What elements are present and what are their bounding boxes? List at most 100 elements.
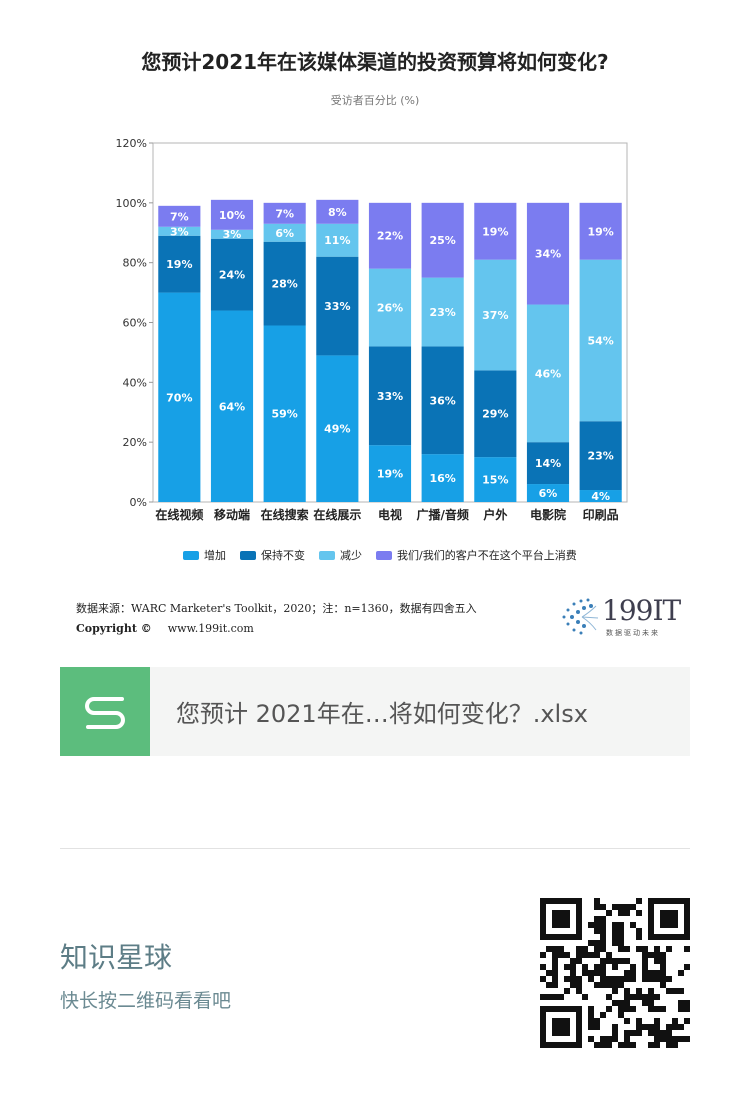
qr-module <box>540 952 546 958</box>
qr-module <box>618 1006 624 1012</box>
qr-module <box>624 904 630 910</box>
bar-data-label: 64% <box>219 400 245 413</box>
bar-segment <box>263 325 306 502</box>
qr-module <box>630 976 636 982</box>
bar-data-label: 33% <box>377 390 403 403</box>
legend-item-maintain: 保持不变 <box>240 547 305 563</box>
qr-module <box>648 970 654 976</box>
bar-data-label: 70% <box>166 391 192 404</box>
qr-module <box>624 958 630 964</box>
qr-module <box>642 1000 648 1006</box>
qr-module <box>612 922 618 928</box>
bar-data-label: 19% <box>377 468 403 481</box>
qr-module <box>642 970 648 976</box>
qr-module <box>570 964 576 970</box>
qr-module <box>540 994 546 1000</box>
qr-module <box>672 1024 678 1030</box>
qr-module <box>642 994 648 1000</box>
qr-module <box>630 1042 636 1048</box>
chart-subtitle: 受访者百分比 (%) <box>330 94 420 107</box>
qr-module <box>600 964 606 970</box>
qr-module <box>612 1030 618 1036</box>
qr-module <box>600 934 606 940</box>
bar-segment <box>474 259 517 371</box>
qr-module <box>576 946 582 952</box>
y-tick-label: 20% <box>123 436 147 449</box>
qr-module <box>552 982 558 988</box>
qr-module <box>630 922 636 928</box>
qr-module <box>642 1024 648 1030</box>
qr-module <box>648 988 654 994</box>
qr-module <box>642 952 648 958</box>
qr-module <box>660 1030 666 1036</box>
qr-module <box>588 922 594 928</box>
qr-code-icon[interactable] <box>540 898 690 1048</box>
bar-data-label: 49% <box>324 423 350 436</box>
qr-module <box>624 988 630 994</box>
x-category-label: 印刷品 <box>583 508 619 522</box>
qr-module <box>624 946 630 952</box>
qr-module <box>624 994 630 1000</box>
x-category-label: 电影院 <box>530 507 566 522</box>
bar-segment <box>158 235 201 293</box>
qr-module <box>654 1018 660 1024</box>
qr-module <box>648 1024 654 1030</box>
qr-module <box>564 964 570 970</box>
bar-data-label: 33% <box>324 300 350 313</box>
qr-module <box>600 916 606 922</box>
bar-data-label: 36% <box>429 394 455 407</box>
qr-module <box>654 1042 660 1048</box>
qr-module <box>618 946 624 952</box>
bar-data-label: 16% <box>429 472 455 485</box>
qr-module <box>546 994 552 1000</box>
qr-module <box>600 976 606 982</box>
qr-module <box>666 1036 672 1042</box>
qr-module <box>570 976 576 982</box>
qr-module <box>660 970 666 976</box>
qr-module <box>564 988 570 994</box>
qr-module <box>540 964 546 970</box>
qr-module <box>612 940 618 946</box>
qr-module <box>648 994 654 1000</box>
qr-module <box>648 952 654 958</box>
section-divider <box>60 848 690 849</box>
attachment-filename[interactable]: 您预计 2021年在…将如何变化？.xlsx <box>176 700 588 728</box>
qr-module <box>636 1018 642 1024</box>
qr-module <box>618 1042 624 1048</box>
qr-module <box>630 904 636 910</box>
qr-module <box>600 958 606 964</box>
qr-module <box>564 976 570 982</box>
qr-module <box>642 946 648 952</box>
bar-segment <box>526 304 570 443</box>
attachment-card[interactable]: 您预计 2021年在…将如何变化？.xlsx <box>60 667 690 756</box>
bar-segment <box>316 223 359 257</box>
qr-module <box>594 928 600 934</box>
footer-subtitle: 快长按二维码看看吧 <box>60 990 232 1012</box>
copyright-url[interactable]: www.199it.com <box>167 622 254 635</box>
qr-module <box>660 964 666 970</box>
bar-data-label: 7% <box>170 210 189 223</box>
qr-module <box>624 910 630 916</box>
qr-module <box>678 988 684 994</box>
bar-segment <box>316 256 359 356</box>
bar-data-label: 46% <box>535 367 561 380</box>
bar-segment <box>316 199 359 224</box>
qr-module <box>606 1042 612 1048</box>
qr-module <box>618 934 624 940</box>
bar-segment <box>421 277 464 347</box>
brand-tagline: 数据驱动未来 <box>606 629 660 637</box>
bar-segment <box>579 490 622 502</box>
bar-segment <box>158 205 201 227</box>
bar-segment <box>210 229 254 239</box>
qr-module <box>654 1024 660 1030</box>
qr-module <box>612 958 618 964</box>
qr-module <box>630 964 636 970</box>
qr-module <box>666 1024 672 1030</box>
qr-module <box>678 1000 684 1006</box>
qr-module <box>600 1042 606 1048</box>
legend-swatch-increase <box>183 550 199 560</box>
qr-module <box>606 1036 612 1042</box>
x-category-label: 在线搜索 <box>261 507 309 522</box>
bar-segment <box>474 370 517 458</box>
bar-segment <box>263 223 306 242</box>
